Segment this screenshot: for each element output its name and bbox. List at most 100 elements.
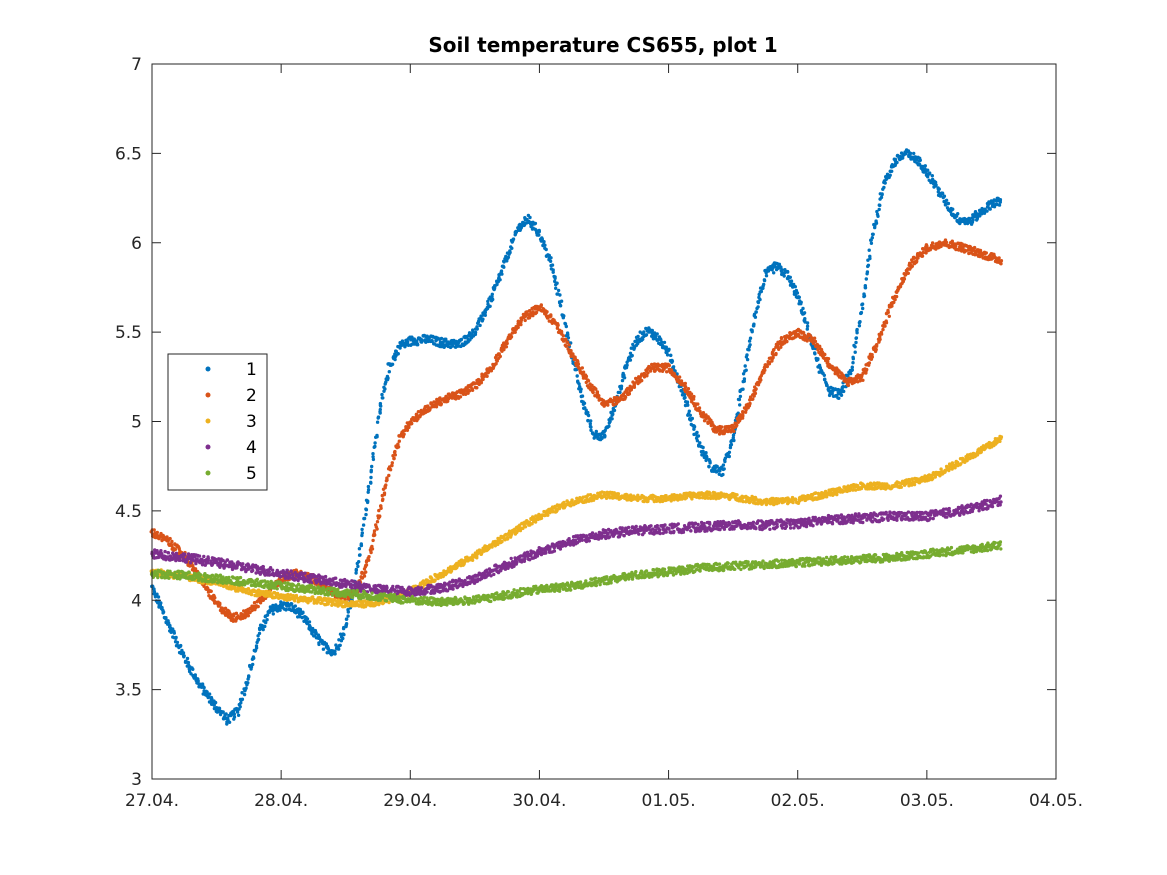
data-point (640, 378, 644, 383)
data-point (692, 425, 696, 429)
data-point (883, 324, 887, 328)
data-point (247, 674, 251, 678)
data-point (470, 388, 475, 392)
data-point (743, 364, 747, 368)
data-point (173, 547, 178, 552)
data-point (541, 307, 545, 311)
data-point (346, 608, 350, 612)
data-point (877, 207, 881, 212)
data-point (934, 183, 938, 187)
data-point (208, 589, 212, 593)
data-point (859, 375, 864, 379)
data-point (406, 340, 410, 344)
data-point (890, 163, 894, 167)
data-point (191, 667, 195, 671)
data-point (833, 387, 837, 391)
data-point (364, 512, 368, 517)
data-point (475, 327, 479, 331)
data-point (341, 636, 345, 641)
data-point (193, 673, 197, 677)
data-point (207, 692, 212, 696)
data-point (758, 297, 762, 302)
data-point (523, 525, 528, 529)
data-point (551, 270, 555, 274)
data-point (644, 333, 649, 337)
data-point (546, 513, 550, 517)
data-point (659, 337, 663, 342)
data-point (504, 340, 508, 344)
data-point (869, 238, 873, 242)
data-point (544, 247, 548, 252)
data-point (182, 654, 186, 658)
data-point (862, 292, 866, 296)
data-point (566, 333, 570, 337)
data-point (683, 381, 687, 386)
data-point (530, 227, 535, 231)
data-point (648, 328, 652, 333)
data-point (841, 385, 846, 389)
data-point (249, 592, 254, 597)
data-point (785, 270, 790, 274)
data-point (886, 308, 890, 313)
data-point (451, 344, 455, 348)
data-point (588, 422, 592, 426)
data-point (210, 697, 214, 701)
data-point (642, 330, 646, 334)
data-point (382, 385, 386, 389)
data-point (488, 367, 493, 371)
data-point (683, 385, 688, 389)
data-point (851, 361, 855, 365)
data-point (785, 339, 789, 344)
data-point (569, 349, 573, 353)
data-point (393, 357, 397, 362)
data-point (623, 395, 628, 399)
data-point (603, 434, 607, 438)
data-point (926, 168, 930, 172)
data-point (689, 392, 694, 396)
data-point (812, 336, 817, 340)
data-point (264, 620, 268, 625)
data-point (523, 318, 527, 323)
data-point (236, 713, 241, 717)
data-point (168, 536, 172, 541)
data-point (381, 396, 385, 400)
data-point (618, 390, 622, 395)
data-point (753, 315, 758, 319)
data-point (736, 397, 741, 402)
data-point (778, 265, 782, 269)
data-point (870, 236, 874, 240)
data-point (754, 387, 758, 391)
data-point (401, 432, 406, 437)
data-point (782, 274, 786, 278)
data-point (825, 495, 829, 499)
data-point (924, 243, 929, 247)
data-point (256, 604, 260, 609)
data-point (954, 244, 958, 249)
data-point (882, 185, 886, 190)
data-point (715, 464, 719, 469)
data-point (396, 445, 401, 449)
data-point (867, 248, 871, 252)
data-point (462, 561, 466, 566)
data-point (813, 351, 817, 355)
data-point (869, 241, 874, 245)
data-point (721, 463, 726, 467)
data-point (846, 373, 850, 378)
data-point (378, 403, 383, 407)
data-point (369, 475, 373, 480)
data-point (761, 286, 765, 290)
data-point (669, 353, 673, 358)
data-point (218, 601, 222, 605)
data-point (293, 604, 297, 608)
data-point (805, 324, 810, 328)
data-point (378, 410, 382, 414)
data-point (364, 507, 368, 511)
data-point (910, 264, 914, 268)
data-point (586, 413, 591, 418)
data-point (505, 537, 510, 541)
data-point (854, 336, 858, 340)
data-point (251, 655, 256, 659)
data-point (691, 397, 696, 401)
data-point (475, 386, 479, 390)
data-point (581, 370, 586, 374)
